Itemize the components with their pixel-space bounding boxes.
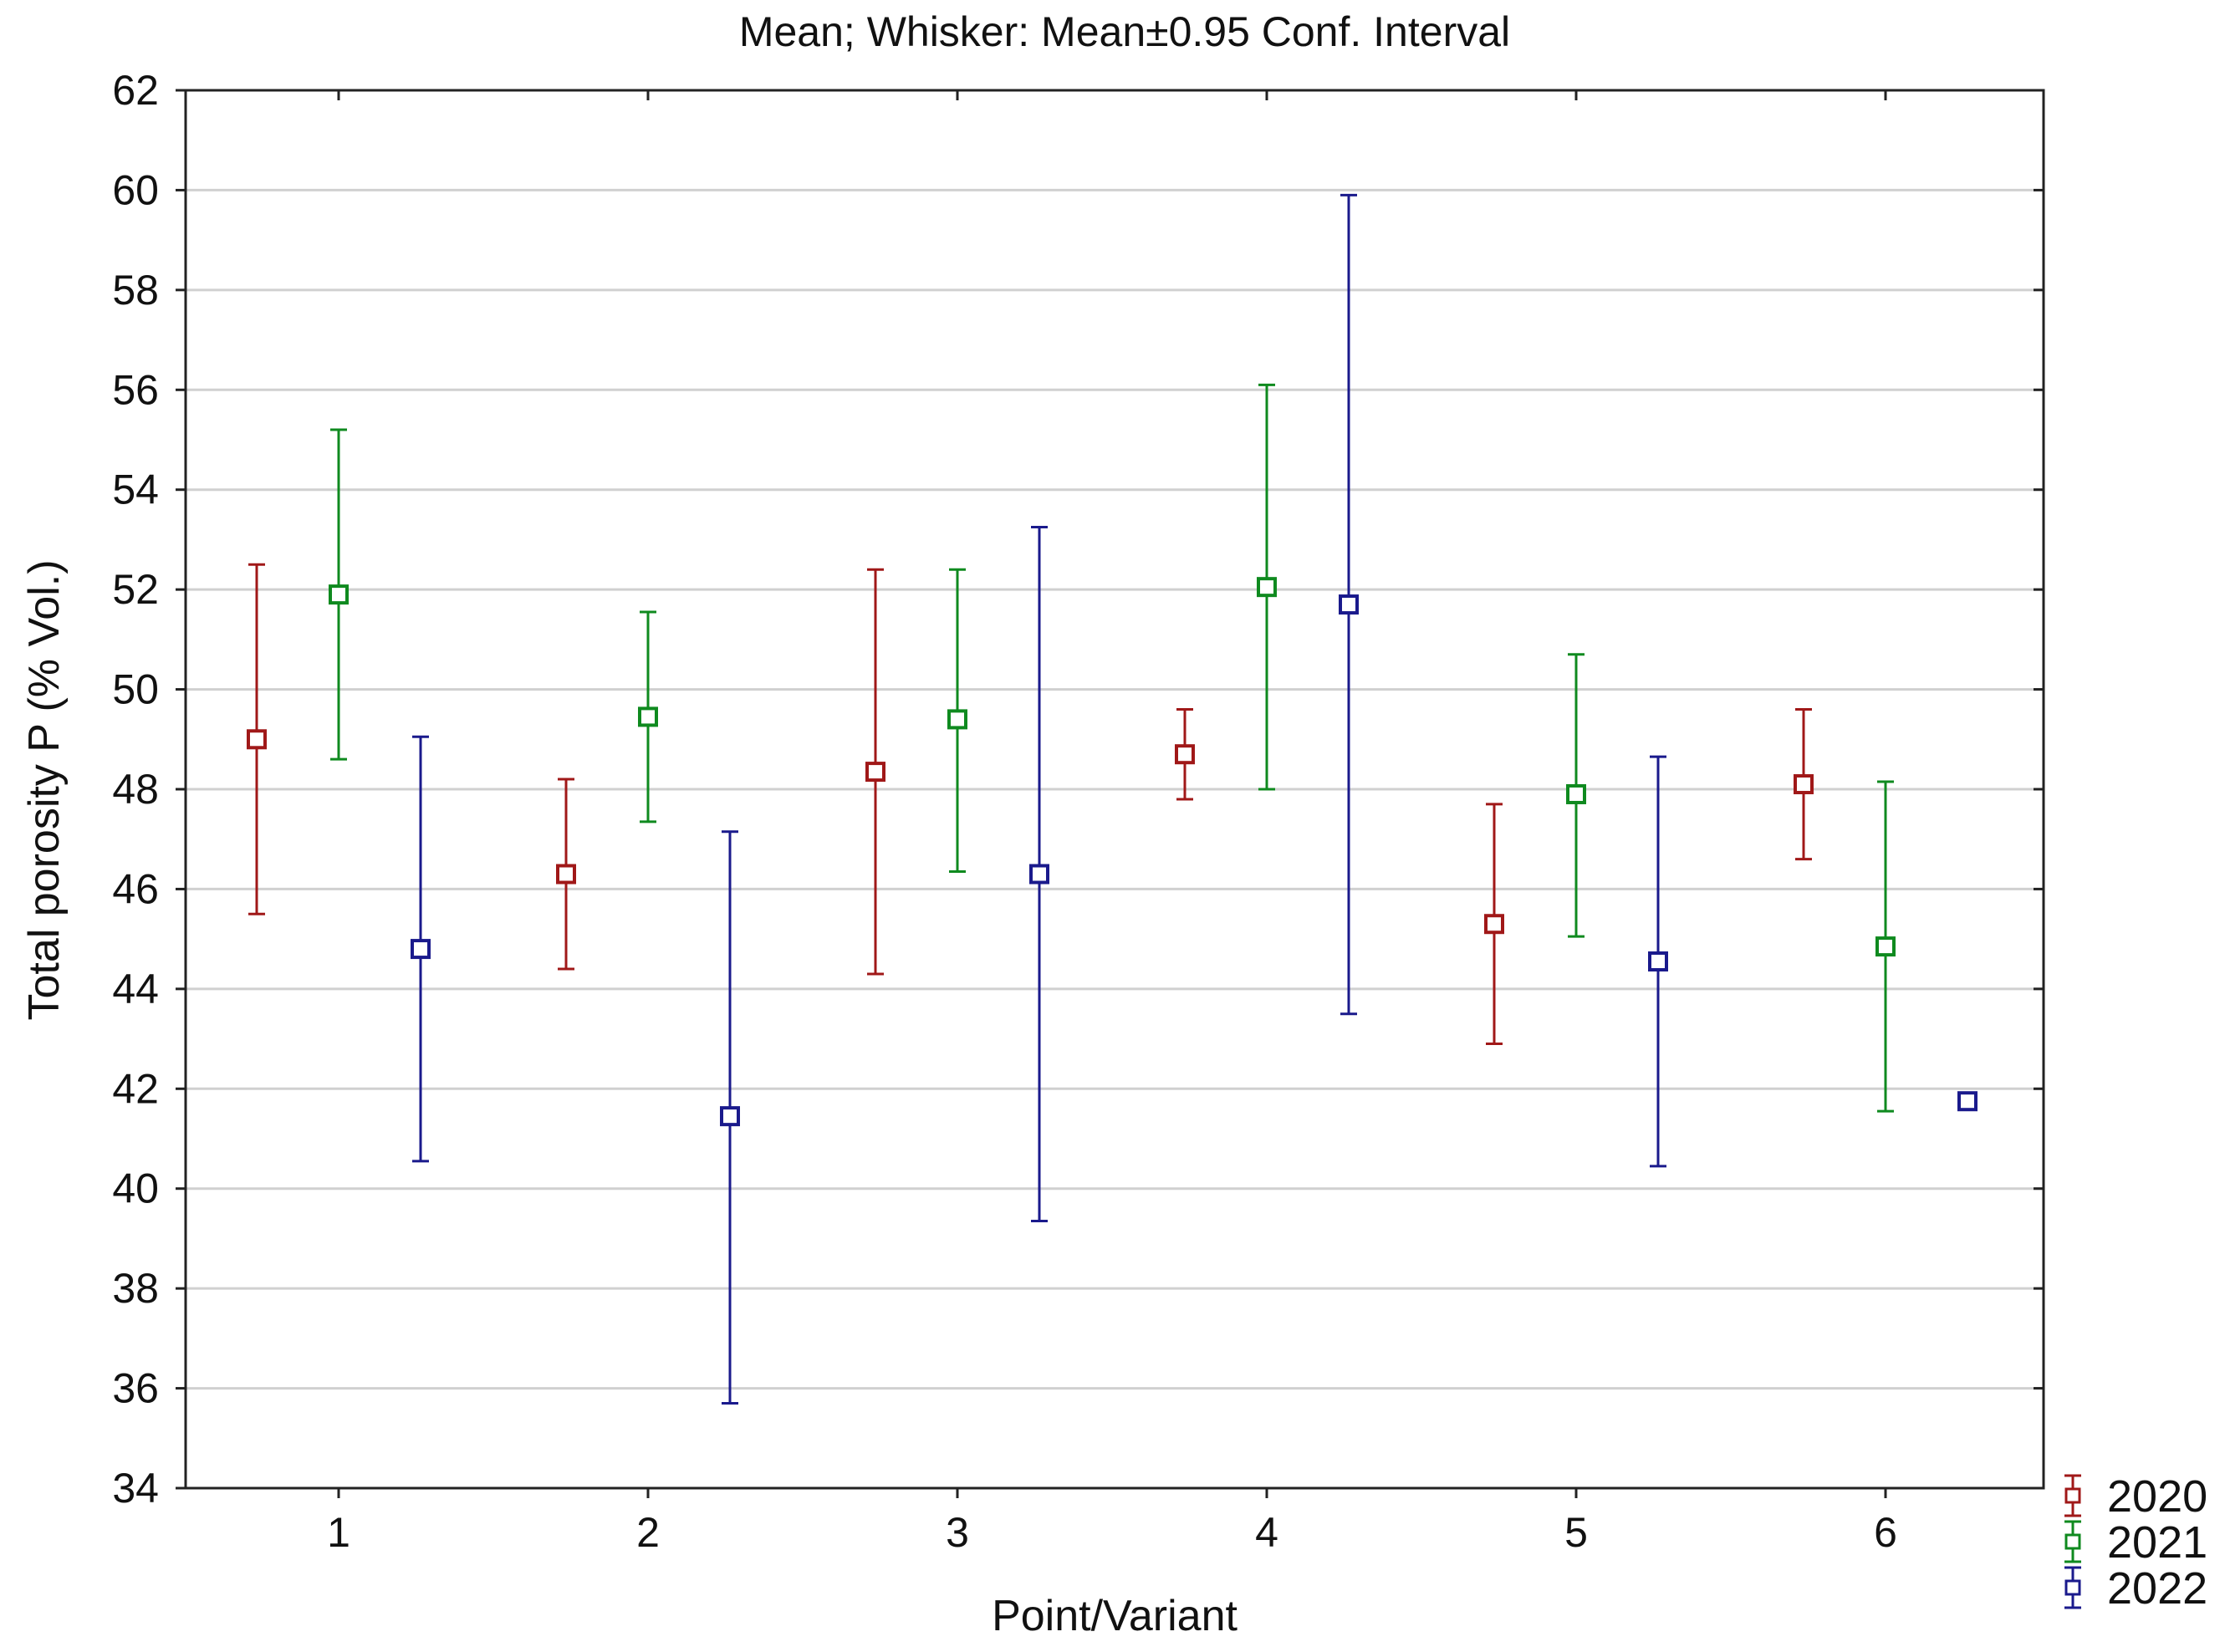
x-tick-label: 3 xyxy=(946,1509,969,1556)
mean-marker xyxy=(1875,936,1896,957)
legend-label: 2020 xyxy=(2107,1471,2207,1522)
y-tick-label: 54 xyxy=(112,467,159,513)
mean-marker xyxy=(1794,774,1814,795)
y-tick-label: 56 xyxy=(112,366,159,413)
legend-marker xyxy=(2064,1533,2081,1550)
mean-marker xyxy=(556,864,576,885)
y-tick-label: 52 xyxy=(112,566,159,613)
y-axis: 34 36 38 40 42 44 46 48 50 52 54 56 58 60 62 xyxy=(112,67,2044,1512)
chart-title: Mean; Whisker: Mean±0.95 Conf. Interval xyxy=(739,8,1510,55)
y-tick-label: 46 xyxy=(112,865,159,912)
x-tick-label: 4 xyxy=(1255,1509,1278,1556)
y-tick-label: 60 xyxy=(112,166,159,213)
y-tick-label: 50 xyxy=(112,666,159,713)
gridlines xyxy=(186,188,2044,1390)
mean-marker xyxy=(865,762,885,783)
y-tick-label: 44 xyxy=(112,966,159,1012)
legend-label: 2022 xyxy=(2107,1563,2207,1614)
y-tick-label: 40 xyxy=(112,1165,159,1212)
y-tick-label: 48 xyxy=(112,766,159,813)
y-tick-label: 38 xyxy=(112,1265,159,1312)
y-tick-label: 62 xyxy=(112,67,159,114)
x-tick-label: 6 xyxy=(1874,1509,1897,1556)
y-axis-label: Total porosity P (% Vol.) xyxy=(20,559,69,1020)
series-2022 xyxy=(411,193,1977,1405)
mean-marker xyxy=(411,939,431,960)
mean-marker xyxy=(1957,1091,1977,1112)
mean-marker xyxy=(1029,864,1049,885)
x-axis-label: Point/Variant xyxy=(992,1592,1238,1640)
y-tick-label: 34 xyxy=(112,1465,159,1512)
x-tick-label: 1 xyxy=(327,1509,350,1556)
mean-marker xyxy=(1648,951,1668,972)
series-2021 xyxy=(329,383,1896,1113)
mean-marker xyxy=(1257,577,1277,598)
x-tick-label: 2 xyxy=(636,1509,660,1556)
mean-marker xyxy=(1566,783,1586,804)
series-layer xyxy=(247,193,1977,1405)
mean-marker xyxy=(1484,914,1504,935)
mean-marker xyxy=(947,709,967,730)
mean-marker xyxy=(638,706,658,727)
y-tick-label: 58 xyxy=(112,267,159,314)
mean-marker xyxy=(720,1106,740,1127)
y-tick-label: 42 xyxy=(112,1065,159,1112)
mean-marker xyxy=(1175,744,1195,765)
series-2020 xyxy=(247,563,1814,1046)
x-axis: 1 2 3 4 5 6 xyxy=(327,90,1897,1556)
legend-marker xyxy=(2064,1487,2081,1504)
y-tick-label: 36 xyxy=(112,1365,159,1412)
mean-marker xyxy=(1339,594,1359,615)
legend-marker xyxy=(2064,1579,2081,1596)
x-tick-label: 5 xyxy=(1564,1509,1588,1556)
mean-marker xyxy=(247,729,267,750)
mean-marker xyxy=(329,584,349,605)
legend-label: 2021 xyxy=(2107,1517,2207,1568)
